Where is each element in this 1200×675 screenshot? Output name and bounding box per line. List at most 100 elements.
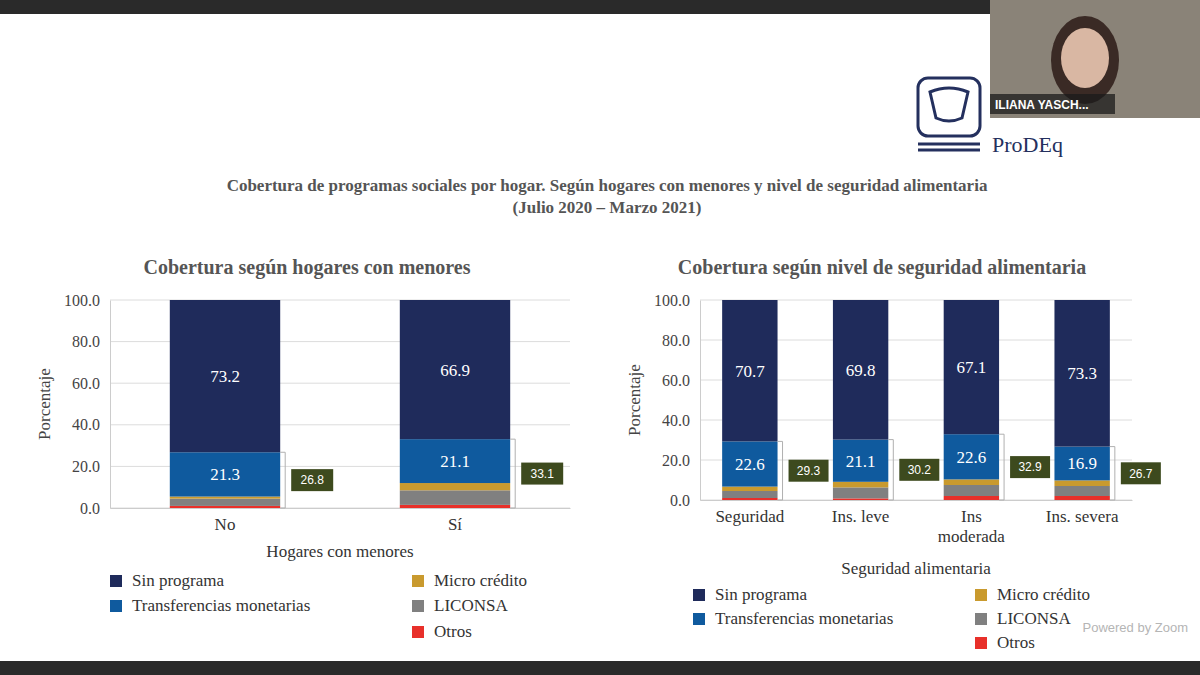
bar-segment — [944, 434, 999, 479]
y-tick: 80.0 — [72, 333, 110, 350]
bar-segment — [722, 441, 777, 486]
data-label: 67.1 — [957, 358, 987, 377]
video-face — [1061, 28, 1109, 88]
x-tick: No — [215, 508, 236, 534]
data-label: 22.6 — [735, 455, 765, 474]
total-box — [291, 469, 333, 491]
y-tick: 40.0 — [72, 416, 110, 433]
legend-swatch — [412, 626, 424, 638]
y-tick: 100.0 — [64, 292, 110, 309]
data-label: 69.8 — [846, 361, 876, 380]
data-label: 73.2 — [210, 367, 240, 386]
x-tick: Insmoderada — [938, 500, 1005, 546]
coverage-totals: 29.330.232.926.7 — [778, 434, 1161, 500]
x-tick-label: Ins. severa — [1046, 507, 1119, 526]
y-tick: 80.0 — [662, 332, 700, 349]
legend: Sin programa Transferencias monetarias Mic… — [693, 585, 1090, 652]
x-axis-line — [701, 500, 1133, 501]
legend-swatch — [693, 613, 705, 625]
grid — [700, 300, 1132, 500]
total-label: 33.1 — [531, 467, 555, 481]
chart-panel: Cobertura según hogares con menores0.020… — [35, 256, 571, 641]
bar-segment — [833, 482, 888, 488]
y-tick-label: 60.0 — [72, 375, 100, 392]
bar-segment — [722, 498, 777, 500]
bar-segment — [400, 505, 510, 508]
bar-segment — [170, 452, 280, 496]
legend-label: Sin programa — [132, 571, 225, 590]
total-bracket — [510, 439, 515, 508]
presenter-name: ILIANA YASCH... — [995, 98, 1089, 112]
bar-segment — [833, 300, 888, 440]
y-tick-label: 40.0 — [662, 412, 690, 429]
x-tick: Sí — [448, 508, 462, 534]
bar-segment — [1054, 480, 1109, 486]
y-axis-line — [700, 301, 701, 501]
x-tick-label: Ins. leve — [832, 507, 890, 526]
main-title: Cobertura de programas sociales por hoga… — [227, 176, 988, 217]
legend-label: Micro crédito — [434, 571, 527, 590]
total-box — [789, 460, 829, 482]
grid — [110, 300, 570, 508]
y-tick-label: 40.0 — [72, 416, 100, 433]
bar-segment — [833, 487, 888, 498]
legend-swatch — [975, 637, 987, 649]
legend-label: Transferencias monetarias — [715, 609, 893, 628]
y-tick: 40.0 — [662, 412, 700, 429]
x-tick-label: Sí — [448, 515, 462, 534]
y-axis: 0.020.040.060.080.0100.0 — [64, 292, 111, 517]
legend-swatch — [975, 589, 987, 601]
total-bracket — [778, 441, 783, 500]
y-tick-label: 80.0 — [662, 332, 690, 349]
y-tick-label: 100.0 — [64, 292, 100, 309]
bar-segment — [944, 485, 999, 496]
total-label: 26.7 — [1129, 467, 1153, 481]
video-figure — [1051, 16, 1119, 104]
data-label: 21.1 — [846, 452, 876, 471]
data-label: 16.9 — [1067, 454, 1097, 473]
bottom-band — [0, 661, 1200, 675]
x-tick: Seguridad — [715, 500, 784, 526]
chart-title: Cobertura según nivel de seguridad alime… — [678, 256, 1086, 279]
text-line: Ins — [961, 507, 982, 526]
legend-swatch — [693, 589, 705, 601]
y-tick-label: 60.0 — [662, 372, 690, 389]
y-axis-title: Porcentaje — [625, 364, 644, 436]
y-tick-label: 100.0 — [654, 292, 690, 309]
legend-label: LICONSA — [434, 596, 508, 615]
data-labels: 21.373.221.166.9 — [210, 361, 470, 485]
legend-swatch — [110, 600, 122, 612]
data-label: 73.3 — [1067, 364, 1097, 383]
text-line: (Julio 2020 – Marzo 2021) — [513, 198, 702, 217]
bar-segment — [944, 300, 999, 434]
y-tick: 20.0 — [72, 458, 110, 475]
presenter-video: ILIANA YASCH... — [990, 0, 1200, 118]
logo-text: ProDEq — [992, 132, 1063, 157]
data-label: 21.3 — [210, 465, 240, 484]
total-box — [521, 463, 563, 485]
data-label: 21.1 — [440, 452, 470, 471]
logo-lines — [918, 144, 980, 150]
bars — [722, 300, 1110, 500]
total-label: 26.8 — [301, 473, 325, 487]
y-axis: 0.020.040.060.080.0100.0 — [654, 292, 701, 509]
legend-label: LICONSA — [997, 609, 1071, 628]
zoom-overlay: Powered by Zoom — [1083, 620, 1189, 635]
total-label: 29.3 — [797, 464, 821, 478]
x-tick: Ins. leve — [832, 500, 890, 526]
x-tick-label: Seguridad — [715, 507, 784, 526]
total-box — [899, 459, 939, 481]
y-tick-label: 0.0 — [670, 492, 690, 509]
chart-title: Cobertura según hogares con menores — [143, 256, 470, 279]
y-axis-title: Porcentaje — [35, 368, 54, 440]
bar-segment — [400, 490, 510, 505]
coverage-totals: 26.8 33.1 — [280, 439, 563, 508]
y-tick-label: 20.0 — [72, 458, 100, 475]
total-bracket — [280, 452, 285, 508]
legend-label: Micro crédito — [997, 585, 1090, 604]
logo-glyph — [930, 88, 968, 121]
legend-label: Sin programa — [715, 585, 808, 604]
bar-segment — [170, 499, 280, 506]
x-tick-label: Insmoderada — [938, 507, 1005, 546]
total-label: 32.9 — [1018, 460, 1042, 474]
